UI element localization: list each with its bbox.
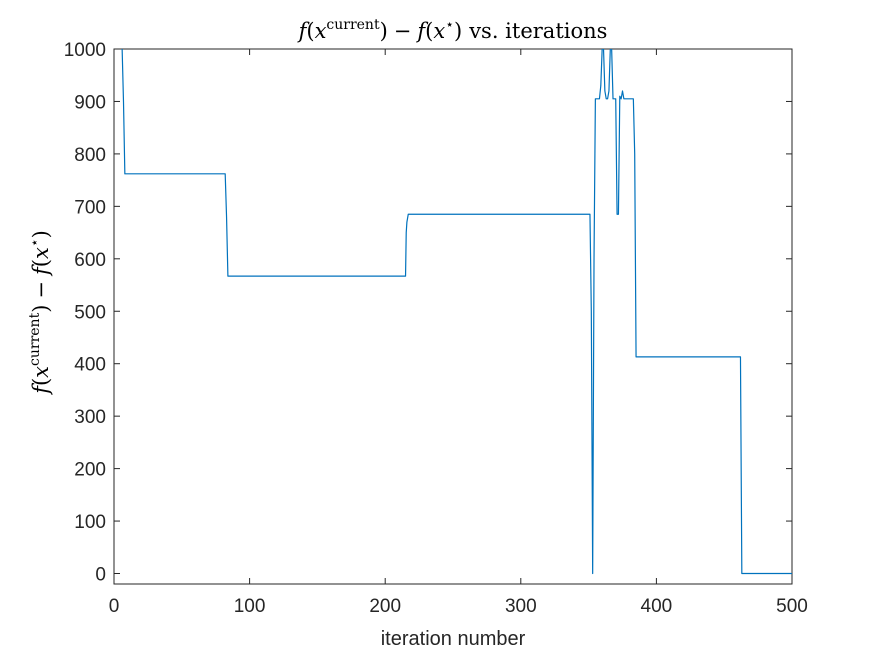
title-sup-current: current (326, 17, 380, 33)
title-open1: ( (306, 19, 314, 43)
series-layer (121, 49, 792, 575)
x-tick-label: 300 (505, 596, 537, 617)
x-tick-label: 200 (369, 596, 401, 617)
title-x2: x (433, 19, 445, 43)
y-tick-label: 300 (74, 407, 106, 428)
axes (113, 48, 793, 585)
y-tick-label: 100 (74, 512, 106, 533)
title-minus: − (394, 19, 412, 43)
ticks: 0 100 200 300 400 500 0 100 200 300 400 500 600 700 80… (64, 40, 808, 617)
ylabel-f1: f (29, 383, 53, 396)
ylabel-close1: ) (29, 305, 53, 313)
ylabel-open2: ( (29, 259, 53, 267)
title-close1: ) (380, 19, 388, 43)
title-open2: ( (425, 19, 433, 43)
y-tick-label: 200 (74, 460, 106, 481)
x-axis-label: iteration number (381, 628, 526, 650)
ylabel-x2: x (29, 247, 53, 259)
x-tick-label: 400 (641, 596, 673, 617)
y-tick-label: 0 (95, 565, 106, 586)
x-tick-label: 0 (109, 596, 120, 617)
chart-title: f(xcurrent) − f(x⋆) vs. iterations (297, 17, 608, 43)
series-line (121, 49, 792, 575)
y-tick-label: 400 (74, 355, 106, 376)
ylabel-f2: f (29, 264, 53, 277)
y-tick-label: 1000 (64, 40, 106, 61)
plot-area-box (113, 48, 793, 585)
ylabel-open1: ( (29, 378, 53, 386)
y-tick-label: 600 (74, 250, 106, 271)
y-axis-label: f(xcurrent)−f(x⋆) (27, 230, 53, 396)
y-tick-label: 900 (74, 92, 106, 113)
title-x1: x (315, 19, 327, 43)
title-rest: vs. iterations (468, 19, 607, 43)
y-tick-label: 800 (74, 145, 106, 166)
title-f2: f (415, 19, 428, 43)
ylabel-x1: x (29, 366, 53, 378)
svg-text:f(xcurrent)−f(x⋆)vs. iteration: f(xcurrent) − f(x⋆) vs. iterations (297, 17, 608, 43)
ylabel-sup-current: current (27, 312, 43, 366)
svg-text:f(xcurrent)−f(x⋆): f(xcurrent)−f(x⋆) (27, 230, 53, 396)
y-tick-label: 500 (74, 302, 106, 323)
ylabel-close2: ) (29, 230, 53, 238)
title-close2: ) (454, 19, 462, 43)
x-tick-label: 100 (234, 596, 266, 617)
title-sup-star: ⋆ (445, 17, 454, 33)
ylabel-sup-star: ⋆ (27, 238, 43, 247)
y-tick-label: 700 (74, 197, 106, 218)
x-tick-label: 500 (776, 596, 808, 617)
ylabel-minus: − (29, 281, 53, 299)
title-f1: f (297, 19, 310, 43)
